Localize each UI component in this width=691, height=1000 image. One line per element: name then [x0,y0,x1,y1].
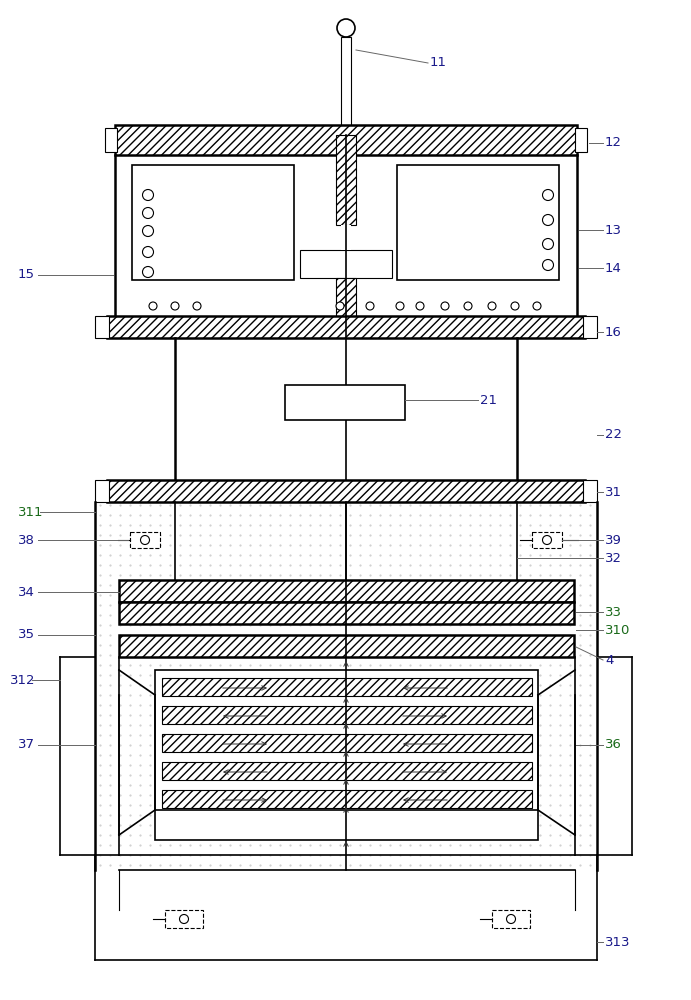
Bar [162,678,532,696]
Bar [95,316,109,338]
Bar [115,125,577,155]
Bar [336,135,356,225]
Bar [341,225,351,250]
Circle shape [142,266,153,277]
Text: 38: 38 [18,534,35,546]
Circle shape [464,302,472,310]
Circle shape [542,215,553,226]
Circle shape [542,238,553,249]
Bar [162,790,532,808]
Bar [162,762,532,780]
Circle shape [488,302,496,310]
Circle shape [542,259,553,270]
Circle shape [149,302,157,310]
Circle shape [337,19,355,37]
Text: 32: 32 [605,552,622,564]
Text: 21: 21 [480,393,497,406]
Text: 37: 37 [18,738,35,752]
Circle shape [366,302,374,310]
Bar [492,910,530,928]
Circle shape [542,190,553,200]
Bar [107,316,585,338]
Circle shape [416,302,424,310]
Bar [336,278,356,318]
Bar [583,480,597,502]
Circle shape [542,536,551,544]
Text: 16: 16 [605,326,622,338]
Bar [583,316,597,338]
Bar [285,385,405,420]
Bar [341,37,351,135]
Text: 311: 311 [18,506,44,518]
Text: 310: 310 [605,624,630,637]
Text: 31: 31 [605,486,622,498]
Bar [95,480,109,502]
Text: 33: 33 [605,605,622,618]
Text: 4: 4 [605,654,614,666]
Circle shape [142,190,153,200]
Circle shape [180,914,189,924]
Bar [107,480,585,502]
Circle shape [533,302,541,310]
Bar [165,910,203,928]
Circle shape [507,914,515,924]
Text: 313: 313 [605,936,630,948]
Bar [532,532,562,548]
Circle shape [142,226,153,236]
Bar [132,165,294,280]
Bar [300,250,392,278]
Text: 312: 312 [10,674,35,686]
Text: 13: 13 [605,224,622,236]
Circle shape [140,536,149,544]
Text: 39: 39 [605,534,622,546]
Circle shape [441,302,449,310]
Bar [397,165,559,280]
Bar [119,580,574,602]
Circle shape [511,302,519,310]
Circle shape [396,302,404,310]
Bar [130,532,160,548]
Text: 35: 35 [18,629,35,642]
Circle shape [171,302,179,310]
Text: 22: 22 [605,428,622,442]
Text: 14: 14 [605,261,622,274]
Bar [155,670,538,840]
Bar [119,602,574,624]
Circle shape [193,302,201,310]
Text: 36: 36 [605,738,622,752]
Bar [162,734,532,752]
Text: 12: 12 [605,136,622,149]
Bar [162,706,532,724]
Text: 34: 34 [18,585,35,598]
Text: 15: 15 [18,268,35,282]
Circle shape [336,302,344,310]
Bar [119,635,574,657]
Circle shape [142,208,153,219]
Bar [105,128,117,152]
Bar [575,128,587,152]
Text: 11: 11 [430,56,447,70]
Circle shape [142,246,153,257]
